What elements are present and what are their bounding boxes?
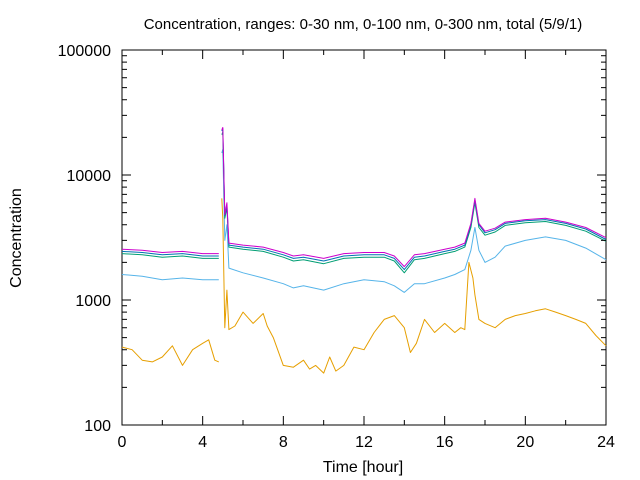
y-axis-label: Concentration xyxy=(8,188,25,288)
x-tick-label: 16 xyxy=(436,434,454,451)
series-line-3 xyxy=(121,131,607,274)
x-tick-label: 24 xyxy=(597,434,615,451)
y-tick-label: 100000 xyxy=(58,43,111,60)
x-tick-label: 4 xyxy=(198,434,207,451)
series-line-5 xyxy=(121,127,607,268)
chart-title: Concentration, ranges: 0-30 nm, 0-100 nm… xyxy=(144,16,583,33)
ticks-layer: 0 4 8 12 16 20 24 100 1000 10000 100000 xyxy=(58,43,615,451)
y-tick-label: 10000 xyxy=(67,168,112,185)
y-tick-label: 1000 xyxy=(75,293,111,310)
x-axis-label: Time [hour] xyxy=(323,459,403,476)
y-tick-label: 100 xyxy=(84,418,111,435)
series-line-4 xyxy=(121,128,607,271)
x-tick-label: 0 xyxy=(118,434,127,451)
x-tick-label: 8 xyxy=(279,434,288,451)
series-line-2 xyxy=(121,149,607,293)
x-tick-label: 20 xyxy=(516,434,534,451)
x-tick-label: 12 xyxy=(355,434,373,451)
series-line-1 xyxy=(121,198,607,374)
plot-frame xyxy=(121,49,607,426)
series-layer xyxy=(121,127,607,374)
